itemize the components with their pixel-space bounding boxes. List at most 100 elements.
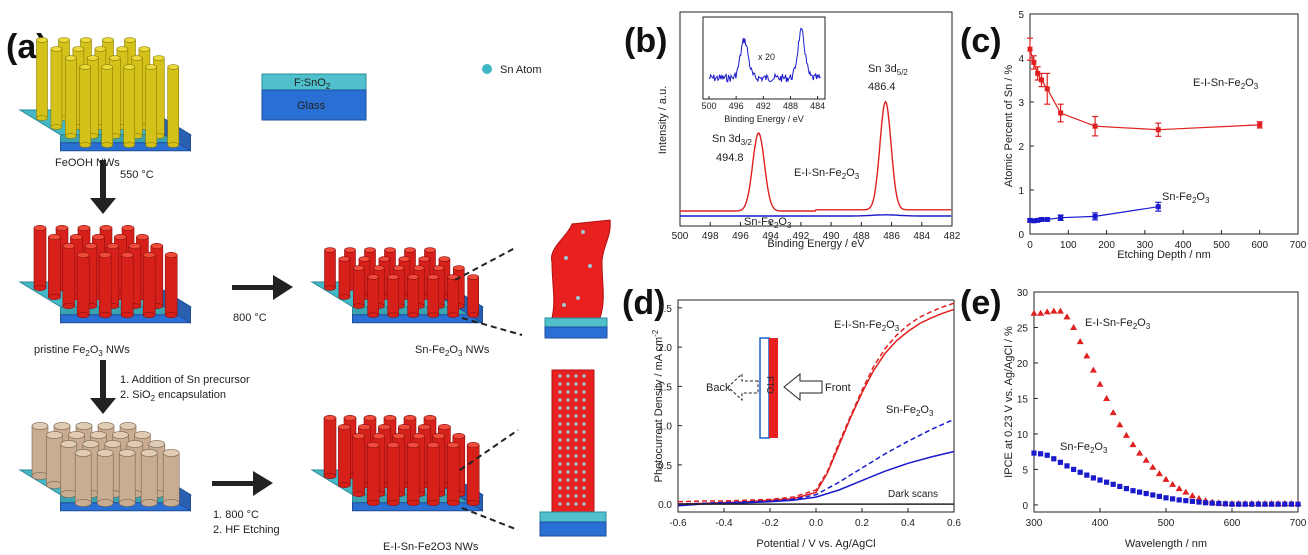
panel-c-line-0 — [1029, 49, 1260, 131]
panel-c-point — [1058, 110, 1064, 116]
panel-e-square-point — [1031, 450, 1037, 456]
panel-c-point — [1092, 123, 1098, 129]
panel-e-square-point — [1222, 501, 1228, 507]
panel-e-xtick-label: 300 — [1026, 518, 1043, 529]
panel-c-ytick-label: 5 — [1018, 10, 1024, 21]
panel-b-series-blue — [680, 214, 952, 217]
panel-e-triangle-point — [1122, 431, 1130, 438]
panel-e-square-point — [1104, 479, 1110, 485]
panel-e-triangle-point — [1182, 488, 1190, 495]
panel-d-xlabel: Potential / V vs. Ag/AgCl — [756, 538, 875, 550]
panel-b-xtick-label: 492 — [793, 231, 810, 242]
panel-e-square-point — [1097, 477, 1103, 483]
panel-e-square-point — [1288, 501, 1294, 507]
panel-e-square-point — [1170, 496, 1176, 502]
ei-nws-label: E-I-Sn-Fe2O3 NWs — [383, 541, 479, 553]
panel-e-square-point — [1090, 475, 1096, 481]
panel-e-triangle-point — [1063, 313, 1071, 320]
panel-b-ylabel: Intensity / a.u. — [657, 86, 669, 154]
panel-c-point — [1092, 213, 1098, 219]
panel-c-xlabel: Etching Depth / nm — [1117, 249, 1211, 261]
panel-e-ytick-label: 25 — [1017, 323, 1029, 334]
panel-b-series-red — [680, 100, 952, 212]
panel-d-xtick-label: 0.4 — [901, 518, 915, 529]
panel-e-triangle-point — [1070, 323, 1078, 330]
panel-e-square-point — [1262, 501, 1268, 507]
panel-e-triangle-point — [1076, 338, 1084, 345]
panel-b-xtick-label: 494 — [762, 231, 779, 242]
panel-e-square-point — [1209, 500, 1215, 506]
panel-c-point — [1155, 204, 1161, 210]
panel-b-xtick-label: 488 — [853, 231, 870, 242]
panel-d-curve-3 — [677, 418, 955, 505]
panel-e-label: (e) — [960, 284, 1002, 322]
panel-e-legend-red: E-I-Sn-Fe2O3 — [1085, 317, 1151, 331]
panel-e-ytick-label: 20 — [1017, 359, 1029, 370]
wires-feooh — [36, 37, 179, 148]
panel-e-xtick-label: 500 — [1158, 518, 1175, 529]
legend-fto-label: F:SnO2 — [294, 77, 331, 91]
zoom-line-top-2 — [459, 429, 519, 471]
panel-c-ytick-label: 2 — [1018, 142, 1024, 153]
step2-line2: 2. SiO2 encapsulation — [120, 389, 226, 403]
panel-e-square-point — [1229, 501, 1235, 507]
zoom-line-bottom-2 — [461, 507, 519, 531]
panel-e-square-point — [1110, 481, 1116, 487]
panel-c-xtick-label: 400 — [1175, 240, 1192, 251]
panel-e-ytick-label: 5 — [1022, 465, 1028, 476]
panel-c-point — [1035, 217, 1041, 223]
panel-e-square-point — [1189, 498, 1195, 504]
panel-e-triangle-point — [1149, 463, 1157, 470]
back-arrow-icon — [727, 372, 759, 402]
panel-d-curve-1 — [677, 302, 955, 503]
panel-d-legend-blue: Sn-Fe2O3 — [886, 404, 934, 418]
panel-c-ytick-label: 1 — [1018, 186, 1024, 197]
panel-e-square-point — [1084, 472, 1090, 478]
zoom-sn-fe2o3 — [544, 219, 611, 339]
panel-c-legend-red: E-I-Sn-Fe2O3 — [1193, 77, 1259, 91]
sn-atom-icon — [482, 64, 492, 74]
panel-e-square-point — [1216, 500, 1222, 507]
legend-glass-layer — [261, 89, 367, 121]
panel-e-ylabel: IPCE at 0.23 V vs. Ag/AgCl / % — [1003, 326, 1015, 478]
panel-d-inset-back: Back — [706, 382, 731, 394]
front-arrow-icon — [783, 372, 823, 402]
panel-e-triangle-point — [1188, 492, 1196, 499]
panel-e-square-point — [1150, 492, 1156, 498]
panel-b-inset-series — [708, 27, 821, 83]
panel-b-xtick-label: 498 — [702, 231, 719, 242]
panel-e-triangle-point — [1103, 394, 1111, 401]
panel-b-inset-note: x 20 — [758, 52, 775, 62]
panel-c-ytick-label: 0 — [1018, 230, 1024, 241]
panel-b-legend-blue: Sn-Fe2O3 — [744, 216, 792, 230]
panel-c-point — [1257, 122, 1263, 128]
panel-e-triangle-point — [1083, 352, 1091, 359]
sn-fe2o3-nws-label: Sn-Fe2O3 NWs — [415, 344, 490, 358]
step3-line1: 1. 800 °C — [213, 509, 259, 521]
panel-d-xtick-label: 0.0 — [809, 518, 823, 529]
arrow-down-1 — [90, 160, 116, 214]
panel-b-xlabel: Binding Energy / eV — [767, 238, 865, 250]
arrow-right-1 — [232, 275, 293, 300]
panel-c-point — [1031, 59, 1037, 65]
panel-e-square-point — [1051, 456, 1057, 462]
panel-c-xtick-label: 0 — [1027, 240, 1033, 251]
panel-d-legend-red: E-I-Sn-Fe2O3 — [834, 319, 900, 333]
panel-e-square-point — [1137, 489, 1143, 495]
panel-e-triangle-point — [1175, 485, 1183, 492]
step2-line1: 1. Addition of Sn precursor — [120, 374, 250, 386]
panel-c-legend-blue: Sn-Fe2O3 — [1162, 191, 1210, 205]
panel-e-square-point — [1269, 501, 1275, 507]
panel-d-ytick-label: 1.0 — [658, 422, 672, 433]
pristine-label: pristine Fe2O3 NWs — [34, 344, 130, 358]
panel-e-square-point — [1071, 466, 1077, 473]
panel-e-xtick-label: 600 — [1224, 518, 1241, 529]
panel-e-square-point — [1176, 497, 1182, 503]
panel-b-inset-xtick-label: 500 — [701, 101, 716, 111]
panel-c-xtick-label: 600 — [1251, 240, 1268, 251]
panel-e-square-point — [1282, 501, 1288, 507]
panel-c-point — [1027, 217, 1033, 223]
panel-b-inset-xtick-label: 496 — [729, 101, 744, 111]
panel-e-square-point — [1130, 488, 1136, 494]
panel-b-xtick-label: 490 — [823, 231, 840, 242]
